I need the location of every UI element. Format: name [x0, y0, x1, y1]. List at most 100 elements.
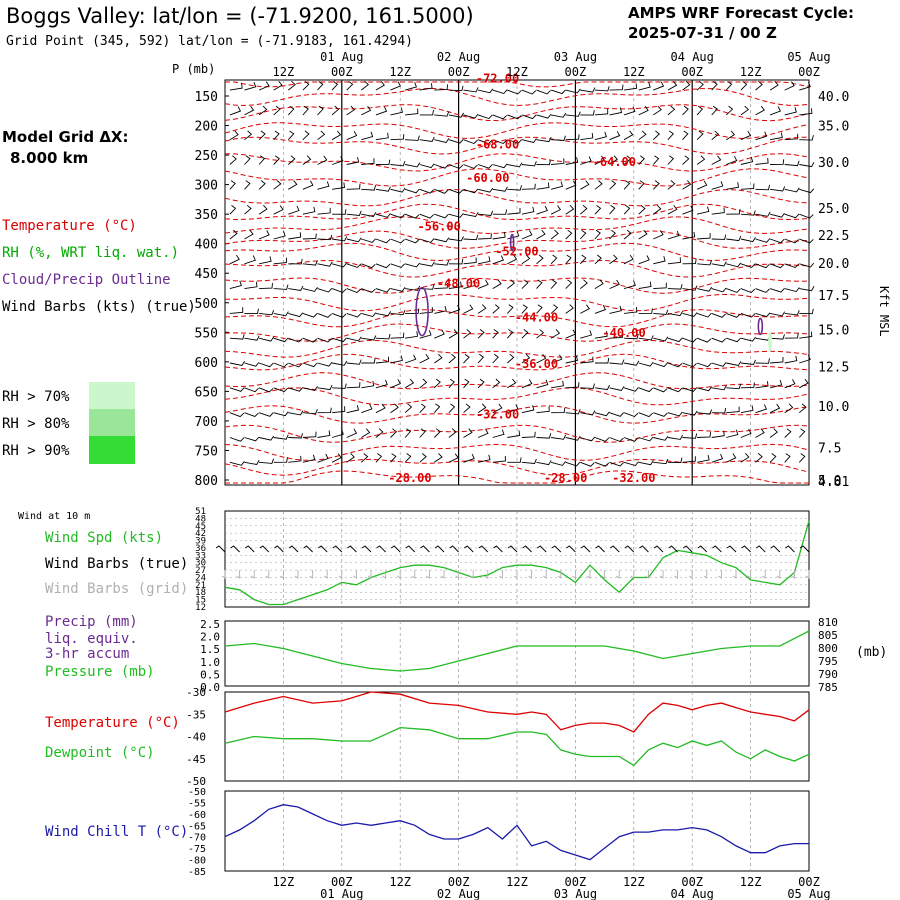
wind-barb [375, 263, 391, 269]
precip-liq-label: liq. equiv. [45, 631, 138, 647]
wind-barb [799, 378, 809, 389]
wind-barb [711, 155, 722, 165]
wind-barb [755, 381, 769, 389]
wind-chill-label: Wind Chill T (°C) [45, 824, 188, 840]
wind-spd-tick-label: 12 [195, 603, 206, 613]
wind-barb-grid [367, 570, 372, 579]
wind-barb [258, 387, 274, 393]
wind-barb [623, 461, 639, 467]
wind-barb [448, 378, 455, 389]
day-tick-label: 01 Aug [320, 50, 363, 64]
wind-barb [434, 282, 449, 290]
wind-barb [594, 279, 604, 289]
wind-barb [580, 304, 590, 314]
wind-barb [331, 262, 347, 268]
temperature-contour [224, 104, 810, 122]
wind-barb [434, 164, 449, 169]
wind-barb [609, 155, 618, 165]
wind-barb [755, 404, 768, 414]
pressure-tick-label: 550 [195, 326, 218, 341]
wind-barb [565, 304, 574, 314]
wind-barb [565, 157, 579, 165]
wind-barb-true [347, 545, 357, 553]
wind-barb-true [493, 545, 503, 553]
wind-barb [302, 337, 318, 343]
wind-barb [287, 105, 295, 116]
wind-barb [580, 461, 595, 467]
wind-barb [536, 354, 547, 364]
wind-barb [594, 411, 610, 417]
wind-barb [740, 156, 754, 165]
wind-barb [404, 262, 420, 268]
wind-barb [419, 109, 434, 116]
wind-barb [419, 428, 426, 438]
wind-barb [711, 105, 718, 116]
wind-barb [332, 236, 348, 242]
wind-barb [404, 453, 412, 463]
wind-speed-line [224, 520, 810, 606]
legend-temperature: Temperature (°C) [2, 218, 137, 234]
wind-barb [259, 310, 275, 316]
hour-tick-label: 12Z [740, 65, 762, 79]
wind-barb [667, 411, 683, 417]
wind-barb [273, 205, 284, 215]
wind-barb [404, 188, 420, 194]
wind-barb [390, 379, 402, 389]
wind-barb [740, 336, 756, 342]
wind-barb [390, 187, 406, 193]
wind-barb [507, 457, 522, 463]
wind-barb [448, 281, 462, 290]
legend-rh: RH (%, WRT liq. wat.) [2, 245, 179, 261]
wind-barb [580, 132, 594, 141]
legend-rh80-swatch [89, 409, 135, 436]
wind-barb [390, 107, 403, 116]
wind-barb [433, 378, 441, 389]
wind-barb-grid [659, 570, 664, 579]
wind-barb [550, 354, 563, 364]
wind-barb [361, 263, 376, 269]
wind-barb [638, 255, 650, 265]
wind-barb-grid [265, 570, 270, 579]
wind-barb [740, 428, 752, 438]
wind-barb [273, 311, 289, 317]
wind-barb [711, 81, 718, 91]
wind-barb [361, 380, 375, 389]
wind-barb [463, 453, 475, 463]
wind-barb [521, 431, 536, 438]
wind-barb [565, 435, 581, 441]
temperature-contour [225, 470, 809, 484]
wind-barb [390, 309, 406, 316]
temperature-contour [224, 424, 810, 443]
wind-barb [273, 387, 289, 393]
wind-barb [770, 334, 785, 340]
wind-barb [755, 157, 769, 165]
wind-barb [784, 453, 791, 463]
wind-barb [507, 89, 522, 95]
wind-barb [682, 231, 696, 240]
wind-barb [594, 331, 608, 339]
wind-barb [302, 287, 318, 292]
wind-barb [302, 431, 317, 438]
temperature-contour-label: -52.00 [495, 244, 538, 258]
wind-barb [711, 337, 727, 343]
wind-barb [697, 286, 713, 292]
wind-barb [375, 453, 383, 463]
wind-barb [579, 254, 587, 265]
hour-tick-label: 00Z [681, 875, 703, 889]
wind-barb [609, 254, 618, 265]
wind-barb [521, 353, 531, 364]
wind-barb [521, 458, 537, 464]
wind-barb [565, 88, 581, 94]
wind-barb [652, 155, 660, 165]
pressure-tick-label: 350 [195, 208, 218, 223]
wind10m-panel-label: Wind at 10 m [18, 511, 90, 522]
day-tick-label: 03 Aug [554, 887, 597, 900]
wind-barb [477, 329, 485, 339]
wind-spd-tick-label: 15 [195, 596, 206, 606]
wind-barb [799, 354, 811, 364]
wind-barb [799, 331, 813, 339]
wind-barb [492, 329, 499, 339]
wind-barb-true [507, 545, 518, 553]
wind-barb [697, 233, 711, 240]
chill-tick-label: -60 [188, 810, 206, 821]
